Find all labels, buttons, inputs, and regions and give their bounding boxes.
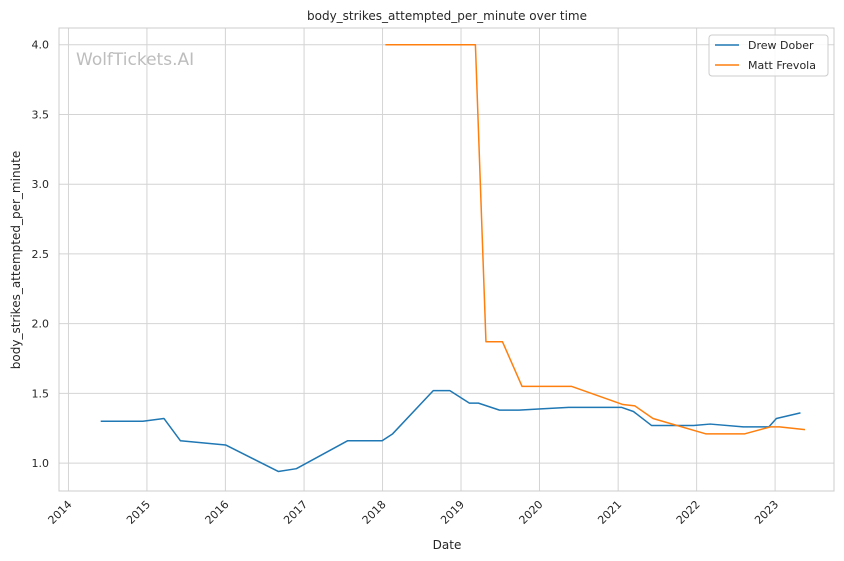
y-tick-label: 3.5 <box>32 108 50 121</box>
axes-background <box>59 28 834 491</box>
y-tick-label: 2.0 <box>32 318 50 331</box>
watermark: WolfTickets.AI <box>76 50 194 70</box>
series-line-matt-frevola <box>385 43 806 435</box>
legend-entry-label: Drew Dober <box>748 39 814 52</box>
y-axis-label: body_strikes_attempted_per_minute <box>9 151 23 369</box>
x-axis-label: Date <box>433 538 462 552</box>
legend-entry-label: Matt Frevola <box>748 59 816 72</box>
y-tick-label: 2.5 <box>32 248 50 261</box>
y-tick-label: 3.0 <box>32 178 50 191</box>
y-tick-label: 4.0 <box>32 39 50 52</box>
y-tick-label: 1.5 <box>32 387 50 400</box>
legend: Drew Dober Matt Frevola <box>708 34 829 77</box>
plot-area: 2014 2015 2016 2017 2018 2019 2020 2021 2022 2023… <box>32 27 835 527</box>
chart-title: body_strikes_attempted_per_minute over t… <box>307 9 587 23</box>
axes-frame <box>58 27 835 492</box>
series-line-drew-dober <box>100 389 801 473</box>
y-tick-label: 1.0 <box>32 457 50 470</box>
